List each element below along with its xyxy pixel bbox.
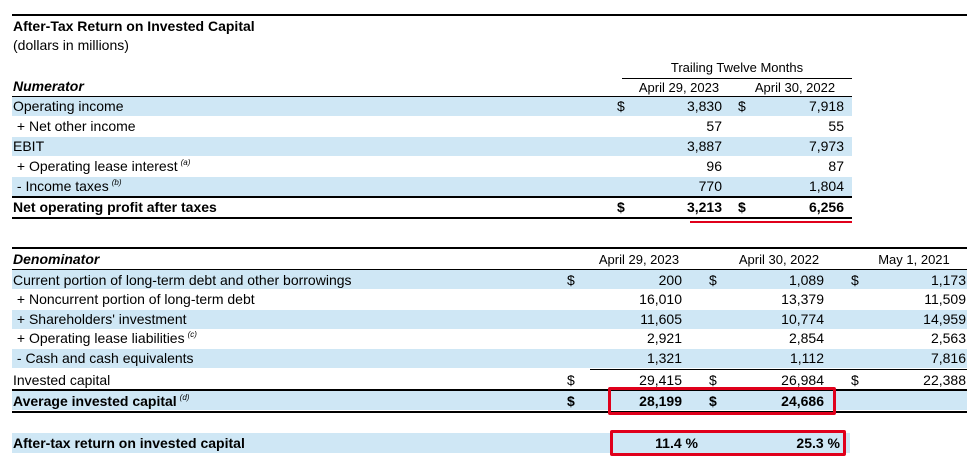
numerator-label: Numerator <box>13 78 84 94</box>
row-band <box>12 270 967 289</box>
footnote-marker: (a) <box>180 158 191 168</box>
denominator-label: Denominator <box>13 251 100 267</box>
row-band <box>12 177 852 196</box>
table-title: After-Tax Return on Invested Capital <box>13 18 255 34</box>
value-2022: 7,918 <box>808 98 844 114</box>
currency-symbol: $ <box>709 272 717 288</box>
currency-symbol: $ <box>738 98 746 114</box>
value-2021: 1,173 <box>930 272 966 288</box>
value-2022: 55 <box>828 118 844 134</box>
value-2023: 96 <box>706 158 722 174</box>
top-rule <box>12 14 967 16</box>
value-2023: 1,321 <box>646 350 682 366</box>
value-2023: 29,415 <box>639 372 682 388</box>
result-band <box>12 433 850 453</box>
table-subtitle: (dollars in millions) <box>13 37 129 53</box>
value-2023: 770 <box>698 178 722 194</box>
row-band <box>12 391 967 410</box>
row-band <box>12 349 967 368</box>
den-col1-header: April 29, 2023 <box>598 252 680 267</box>
value-2021: 7,816 <box>930 350 966 366</box>
value-2021: 14,959 <box>923 311 966 327</box>
row-label: Average invested capital (d) <box>13 393 190 409</box>
value-2023: 3,887 <box>686 138 722 154</box>
value-2022: 1,089 <box>788 272 824 288</box>
value-2023: 2,921 <box>646 330 682 346</box>
value-2023: 11.4 % <box>655 435 698 451</box>
row-label: + Shareholders' investment <box>13 311 187 327</box>
value-2023: 16,010 <box>639 291 682 307</box>
footnote-marker: (d) <box>179 393 190 403</box>
value-2023: 200 <box>658 272 682 288</box>
value-2023: 28,199 <box>639 393 682 409</box>
row-label: + Operating lease liabilities (c) <box>13 330 197 346</box>
den-col3-header: May 1, 2021 <box>878 252 950 267</box>
numerator-header-rule <box>12 96 852 97</box>
row-label: Invested capital <box>13 372 111 388</box>
subtotal-rule <box>590 369 967 370</box>
currency-symbol: $ <box>709 393 717 409</box>
currency-symbol: $ <box>851 272 859 288</box>
value-2022: 2,854 <box>788 330 824 346</box>
row-label: - Cash and cash equivalents <box>13 350 194 366</box>
row-label: After-tax return on invested capital <box>13 435 245 451</box>
row-band <box>12 137 852 156</box>
row-band <box>12 97 852 116</box>
ttm-header: Trailing Twelve Months <box>670 60 804 75</box>
total-double-rule <box>12 217 852 219</box>
num-col1-header: April 29, 2023 <box>638 80 720 95</box>
denominator-header-rule <box>12 269 967 270</box>
value-2022: 24,686 <box>781 393 824 409</box>
value-2022: 1,804 <box>808 178 844 194</box>
den-col2-header: April 30, 2022 <box>738 252 820 267</box>
currency-symbol: $ <box>709 372 717 388</box>
value-2023: 3,213 <box>686 199 722 215</box>
row-label: + Net other income <box>13 118 136 134</box>
currency-symbol: $ <box>617 199 625 215</box>
row-label: + Operating lease interest (a) <box>13 158 191 174</box>
footnote-marker: (b) <box>111 178 122 188</box>
value-2022: 13,379 <box>781 291 824 307</box>
row-label: EBIT <box>13 138 45 154</box>
average-highlight-box <box>608 387 836 415</box>
row-label: Current portion of long-term debt and ot… <box>13 272 352 288</box>
value-2022: 26,984 <box>781 372 824 388</box>
value-2022: 7,973 <box>808 138 844 154</box>
value-2023: 11,605 <box>640 311 682 327</box>
currency-symbol: $ <box>851 372 859 388</box>
value-2022: 10,774 <box>781 311 824 327</box>
row-label: - Income taxes (b) <box>13 178 122 194</box>
row-label: Operating income <box>13 98 124 114</box>
currency-symbol: $ <box>738 199 746 215</box>
nopat-highlight-underline <box>690 221 852 223</box>
value-2023: 57 <box>706 118 722 134</box>
value-2023: 3,830 <box>686 98 722 114</box>
average-bottom-rule <box>12 411 967 413</box>
num-col2-header: April 30, 2022 <box>754 80 836 95</box>
total-rule <box>12 196 852 198</box>
value-2021: 11,509 <box>924 291 966 307</box>
value-2021: 2,563 <box>930 330 966 346</box>
value-2022: 25.3 % <box>796 435 840 451</box>
footnote-marker: (c) <box>187 330 197 340</box>
value-2022: 6,256 <box>808 199 844 215</box>
currency-symbol: $ <box>567 372 575 388</box>
ttm-header-rule <box>622 78 852 79</box>
average-top-rule <box>12 389 967 391</box>
currency-symbol: $ <box>567 393 575 409</box>
value-2021: 22,388 <box>923 372 966 388</box>
row-band <box>12 310 967 329</box>
currency-symbol: $ <box>567 272 575 288</box>
value-2022: 1,112 <box>790 350 824 366</box>
roic-highlight-box <box>610 430 846 456</box>
row-label: + Noncurrent portion of long-term debt <box>13 291 255 307</box>
currency-symbol: $ <box>617 98 625 114</box>
value-2022: 87 <box>828 158 844 174</box>
row-label: Net operating profit after taxes <box>13 199 217 215</box>
denominator-top-rule <box>12 247 967 249</box>
